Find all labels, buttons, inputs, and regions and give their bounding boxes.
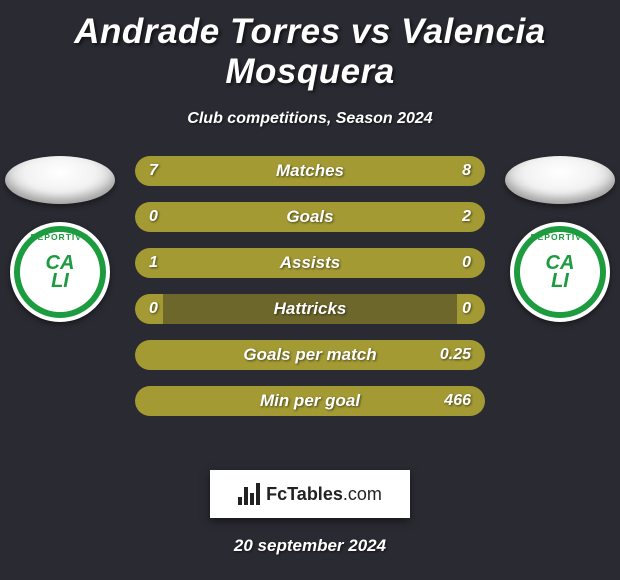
stat-bar: 1Assists0 xyxy=(135,248,485,278)
brand-text: FcTables.com xyxy=(266,484,382,505)
stat-label: Matches xyxy=(135,156,485,186)
comparison-title: Andrade Torres vs Valencia Mosquera xyxy=(0,0,620,92)
stat-value-right: 0 xyxy=(462,248,471,278)
player-left-column: DEPORTIVO CALI xyxy=(0,156,120,322)
badge-top-label: DEPORTIVO xyxy=(530,232,589,242)
stat-value-right: 466 xyxy=(444,386,471,416)
stat-bar: 0Goals2 xyxy=(135,202,485,232)
stat-label: Goals xyxy=(135,202,485,232)
stat-bars: 7Matches80Goals21Assists00Hattricks0Goal… xyxy=(135,156,485,416)
snapshot-date: 20 september 2024 xyxy=(0,536,620,556)
stat-value-right: 0.25 xyxy=(440,340,471,370)
player-right-avatar xyxy=(505,156,615,204)
stat-label: Min per goal xyxy=(135,386,485,416)
stat-bar: 0Hattricks0 xyxy=(135,294,485,324)
stat-value-right: 0 xyxy=(462,294,471,324)
comparison-panel: DEPORTIVO CALI DEPORTIVO CALI 7Matches8 0… xyxy=(0,156,620,446)
stat-value-right: 8 xyxy=(462,156,471,186)
stat-bar: 7Matches8 xyxy=(135,156,485,186)
player-right-club-badge: DEPORTIVO CALI xyxy=(510,222,610,322)
player-left-club-badge: DEPORTIVO CALI xyxy=(10,222,110,322)
stat-label: Hattricks xyxy=(135,294,485,324)
season-subtitle: Club competitions, Season 2024 xyxy=(0,110,620,128)
brand-light: .com xyxy=(343,484,382,504)
bars-chart-icon xyxy=(238,483,260,505)
stat-label: Goals per match xyxy=(135,340,485,370)
player-right-column: DEPORTIVO CALI xyxy=(500,156,620,322)
badge-top-label: DEPORTIVO xyxy=(30,232,89,242)
stat-label: Assists xyxy=(135,248,485,278)
branding-logo: FcTables.com xyxy=(210,470,410,518)
brand-bold: FcTables xyxy=(266,484,343,504)
stat-bar: Goals per match0.25 xyxy=(135,340,485,370)
stat-bar: Min per goal466 xyxy=(135,386,485,416)
player-left-avatar xyxy=(5,156,115,204)
stat-value-right: 2 xyxy=(462,202,471,232)
